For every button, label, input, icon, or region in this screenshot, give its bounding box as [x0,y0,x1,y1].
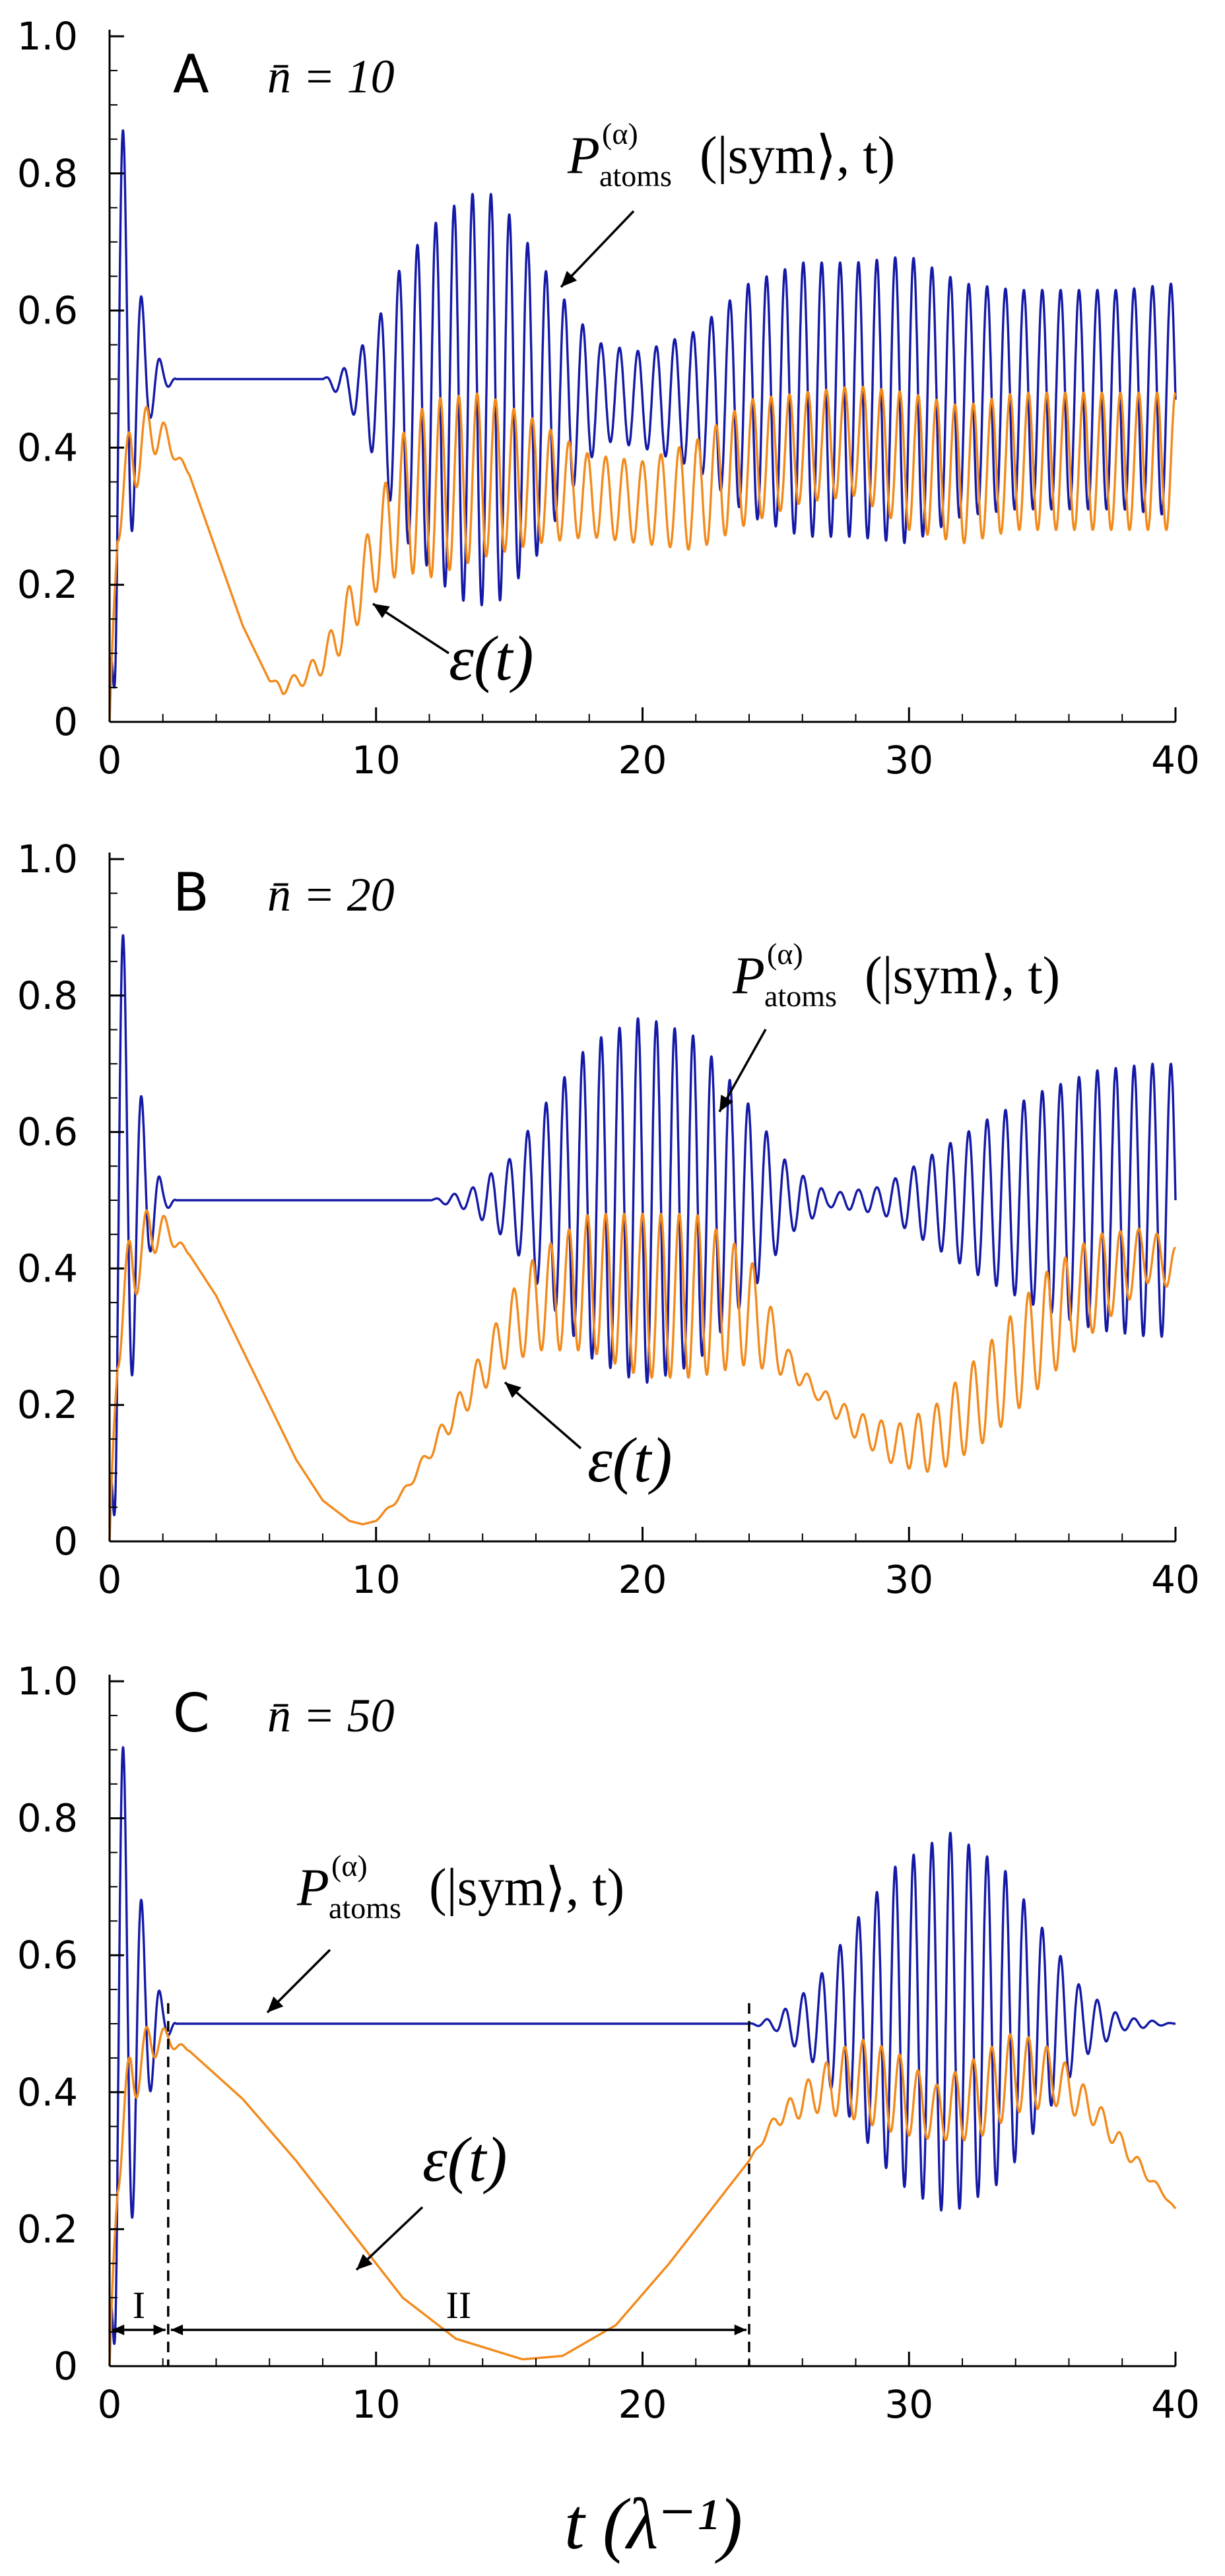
x-tick-label: 30 [884,1557,933,1602]
x-tick-label: 0 [98,1557,122,1602]
y-tick-label: 0.8 [17,151,78,196]
x-tick-label: 40 [1151,2382,1200,2427]
series-atoms-line [108,1746,1177,2345]
atoms-label-base: P [296,1859,329,1917]
atoms-label-sup: (α) [767,937,803,971]
x-tick-label: 40 [1151,738,1200,783]
arrow-head [267,1996,284,2012]
atoms-label-sub: atoms [599,159,672,193]
arrow-head [356,2253,373,2270]
y-tick-label: 0 [53,1519,78,1564]
atoms-label-args: (|sym⟩, t) [429,1859,624,1917]
y-tick-label: 0.4 [17,425,78,470]
epsilon-label: ε(t) [422,2124,507,2195]
x-tick-label: 0 [98,738,122,783]
nbar-label: n̄ = 20 [267,868,395,921]
epsilon-label: ε(t) [449,623,533,693]
panel-A: 0 10 20 30 40 0 0.2 0.4 0.6 0.8 1.0 A n̄ = 10 P (α) ato… [17,14,1200,783]
y-tick-label: 0 [53,699,78,744]
series-epsilon-line [108,385,1177,723]
x-tick-label: 10 [352,738,401,783]
epsilon-label: ε(t) [587,1425,672,1495]
arrow-head [112,2324,125,2336]
y-tick-label: 1.0 [17,1659,78,1704]
arrow-head [153,2324,166,2336]
y-tick-label: 0.6 [17,288,78,333]
region-label-I: I [133,2284,145,2327]
y-tick-label: 0 [53,2344,78,2389]
series-atoms-line [108,129,1177,689]
arrow-head [373,604,390,618]
atoms-label-sub: atoms [764,979,837,1013]
y-tick-label: 0.4 [17,2070,78,2115]
region-label-II: II [446,2284,472,2327]
x-tick-label: 30 [884,2382,933,2427]
series-epsilon-line [108,1209,1177,1542]
x-tick-label: 40 [1151,1557,1200,1602]
x-axis-label: t (λ⁻¹) [564,2484,743,2564]
panel-C: 0 10 20 30 40 0 0.2 0.4 0.6 0.8 1.0 C n̄ = 50 P (α) ato… [17,1659,1200,2427]
y-tick-label: 1.0 [17,837,78,882]
arrow-head [719,1095,733,1112]
arrow-head [561,271,578,287]
arrow-head [170,2324,183,2336]
panel-letter: C [173,1683,210,1744]
series-atoms-line [108,934,1177,1517]
y-tick-label: 0.2 [17,1382,78,1427]
y-tick-label: 0.6 [17,1110,78,1155]
arrow-head [505,1382,521,1398]
x-tick-label: 20 [618,2382,667,2427]
y-tick-label: 0.2 [17,2206,78,2251]
y-tick-label: 0.2 [17,562,78,607]
x-tick-label: 20 [618,738,667,783]
atoms-label-sup: (α) [331,1849,368,1883]
panel-letter: A [173,44,209,105]
epsilon-arrow [504,1381,582,1450]
y-tick-label: 0.8 [17,1796,78,1841]
y-tick-label: 0.8 [17,973,78,1018]
panel-B: 0 10 20 30 40 0 0.2 0.4 0.6 0.8 1.0 B n̄ = 20 P (α) ato… [17,837,1200,1602]
nbar-label: n̄ = 50 [267,1689,395,1742]
x-tick-label: 10 [352,2382,401,2427]
x-tick-label: 0 [98,2382,122,2427]
y-tick-label: 1.0 [17,14,78,59]
x-tick-label: 30 [884,738,933,783]
x-tick-label: 20 [618,1557,667,1602]
y-tick-label: 0.4 [17,1246,78,1291]
atoms-label-base: P [567,127,600,185]
nbar-label: n̄ = 10 [267,50,395,103]
atoms-label-args: (|sym⟩, t) [865,947,1060,1005]
atoms-label-args: (|sym⟩, t) [700,127,895,185]
atoms-label-base: P [732,947,765,1005]
atoms-label-sub: atoms [329,1891,401,1925]
atoms-arrow [560,210,635,288]
x-tick-label: 10 [352,1557,401,1602]
atoms-arrow [718,1029,767,1112]
series-epsilon-line [108,2026,1177,2367]
atoms-label-sup: (α) [602,117,638,150]
y-tick-label: 0.6 [17,1933,78,1978]
panel-letter: B [173,862,209,923]
arrow-head [734,2324,746,2336]
